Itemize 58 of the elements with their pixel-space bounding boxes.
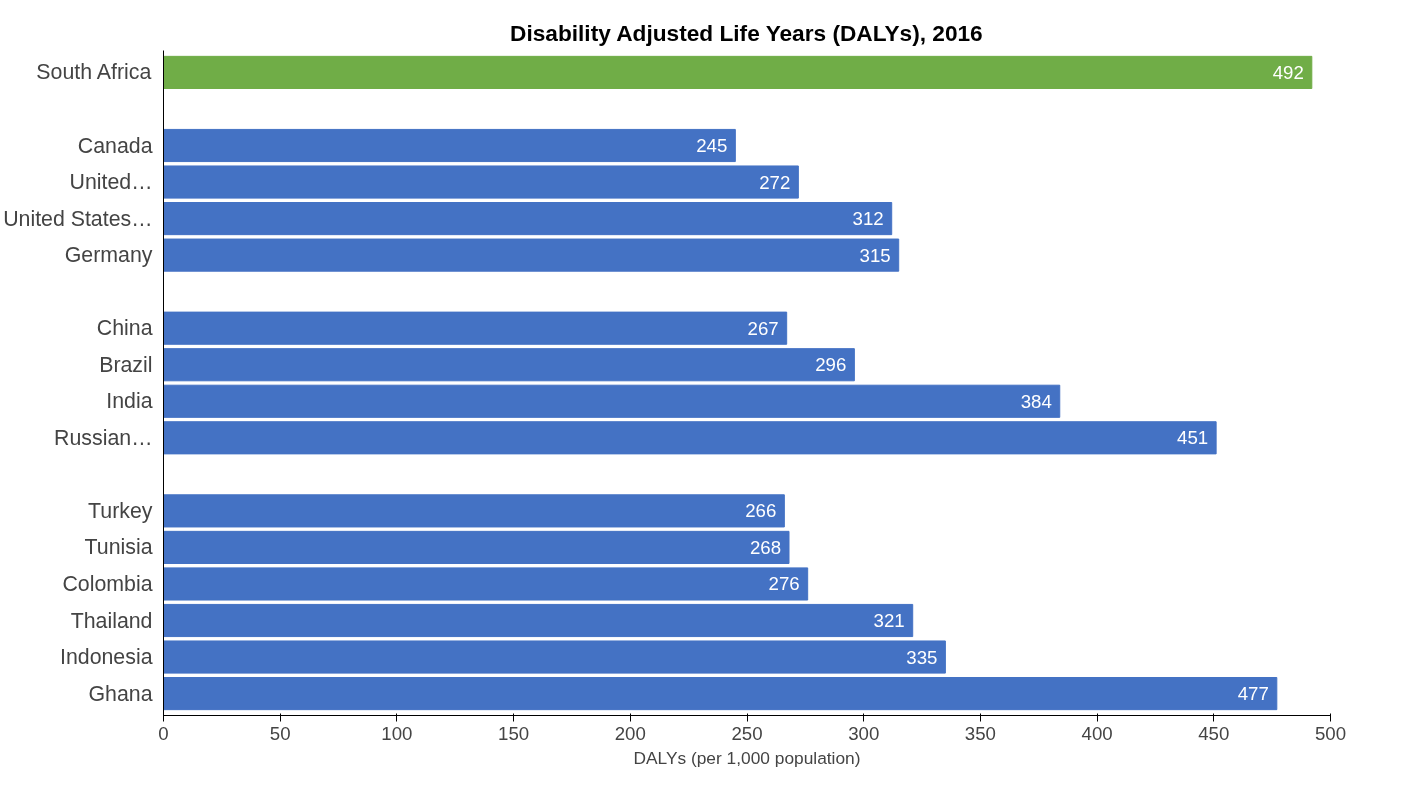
y-tick-label: China bbox=[96, 316, 153, 341]
bar bbox=[163, 640, 946, 674]
data-label: 384 bbox=[1020, 390, 1052, 412]
x-tick-label: 450 bbox=[1198, 722, 1230, 744]
x-tick-label: 300 bbox=[848, 722, 880, 744]
bar bbox=[163, 55, 1313, 89]
data-label: 266 bbox=[745, 500, 777, 522]
x-tick-label: 200 bbox=[614, 722, 646, 744]
bar bbox=[163, 603, 914, 638]
y-tick-label: Colombia bbox=[62, 571, 153, 596]
bar bbox=[163, 677, 1278, 711]
data-label: 451 bbox=[1177, 427, 1209, 449]
y-tick-label: South Africa bbox=[36, 60, 152, 85]
y-tick-label: Canada bbox=[77, 133, 153, 158]
bar bbox=[163, 567, 809, 601]
bar bbox=[163, 530, 790, 564]
bar bbox=[163, 238, 900, 272]
data-label: 296 bbox=[815, 354, 847, 376]
y-tick-label: United… bbox=[69, 170, 153, 195]
data-label: 268 bbox=[749, 536, 782, 558]
chart-title: Disability Adjusted Life Years (DALYs), 2016 bbox=[510, 19, 983, 46]
data-label: 492 bbox=[1272, 61, 1304, 83]
y-tick-label: Ghana bbox=[88, 681, 153, 706]
bar bbox=[163, 348, 855, 382]
x-tick-label: 50 bbox=[269, 722, 291, 744]
y-tick-label: Tunisia bbox=[84, 535, 153, 560]
bar bbox=[163, 311, 788, 345]
data-label: 315 bbox=[859, 244, 891, 266]
x-axis-title: DALYs (per 1,000 population) bbox=[633, 747, 861, 768]
data-label: 276 bbox=[768, 573, 800, 595]
x-tick-label: 100 bbox=[381, 722, 413, 744]
x-tick-label: 250 bbox=[731, 722, 763, 744]
bar bbox=[163, 494, 785, 528]
y-tick-label: Germany bbox=[64, 243, 153, 268]
bar bbox=[163, 128, 736, 163]
x-tick-label: 400 bbox=[1081, 722, 1113, 744]
x-tick-label: 500 bbox=[1314, 722, 1347, 744]
data-label: 335 bbox=[906, 646, 938, 668]
y-tick-label: Russian… bbox=[54, 425, 153, 450]
data-label: 272 bbox=[759, 171, 791, 193]
y-tick-label: Brazil bbox=[99, 352, 153, 377]
y-tick-label: Thailand bbox=[70, 608, 153, 633]
bar bbox=[163, 421, 1217, 455]
data-label: 477 bbox=[1237, 683, 1269, 705]
data-label: 267 bbox=[747, 317, 779, 339]
y-tick-label: Turkey bbox=[88, 498, 153, 523]
data-label: 321 bbox=[873, 610, 905, 631]
x-tick-label: 150 bbox=[498, 722, 530, 744]
bar bbox=[163, 202, 893, 236]
bar bbox=[163, 165, 799, 199]
x-tick-label: 0 bbox=[158, 722, 169, 744]
y-tick-label: India bbox=[106, 389, 153, 414]
data-label: 245 bbox=[696, 135, 728, 156]
x-tick-label: 350 bbox=[964, 722, 996, 744]
y-tick-label: United States… bbox=[3, 206, 153, 231]
bar bbox=[163, 384, 1061, 418]
data-label: 312 bbox=[852, 208, 884, 230]
y-tick-label: Indonesia bbox=[60, 645, 153, 670]
